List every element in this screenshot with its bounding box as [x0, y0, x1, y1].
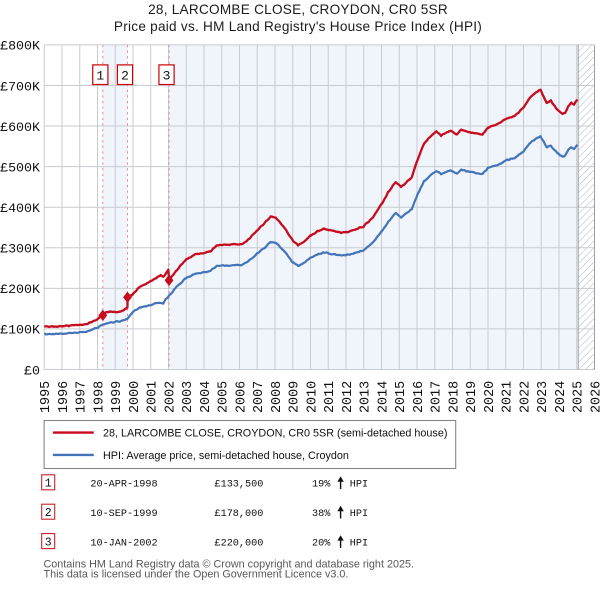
svg-text:£400K: £400K — [0, 201, 40, 216]
svg-text:2002: 2002 — [163, 381, 178, 413]
svg-text:2020: 2020 — [483, 381, 498, 413]
svg-text:2000: 2000 — [128, 381, 143, 413]
svg-text:2018: 2018 — [447, 381, 462, 413]
svg-text:£800K: £800K — [0, 39, 40, 54]
svg-text:28, LARCOMBE CLOSE, CROYDON, C: 28, LARCOMBE CLOSE, CROYDON, CR0 5SR — [148, 2, 448, 17]
svg-text:1: 1 — [96, 68, 104, 83]
svg-text:2022: 2022 — [518, 381, 533, 413]
svg-text:2015: 2015 — [394, 381, 409, 413]
svg-text:2026: 2026 — [589, 381, 600, 413]
svg-text:2012: 2012 — [341, 381, 356, 413]
svg-text:£700K: £700K — [0, 79, 40, 94]
svg-text:2017: 2017 — [430, 381, 445, 413]
svg-text:2014: 2014 — [376, 381, 391, 413]
svg-text:HPI: Average price, semi-detac: HPI: Average price, semi-detached house,… — [103, 450, 349, 462]
svg-text:2013: 2013 — [359, 381, 374, 413]
svg-text:2021: 2021 — [501, 381, 516, 413]
svg-text:2023: 2023 — [536, 381, 551, 413]
svg-text:2007: 2007 — [252, 381, 267, 413]
svg-text:Contains HM Land Registry data: Contains HM Land Registry data © Crown c… — [44, 559, 414, 571]
svg-text:2001: 2001 — [146, 381, 161, 413]
svg-text:1997: 1997 — [75, 381, 90, 413]
svg-text:10-JAN-2002: 10-JAN-2002 — [90, 538, 157, 549]
svg-text:1998: 1998 — [92, 381, 107, 413]
svg-text:1996: 1996 — [57, 381, 72, 413]
svg-text:28, LARCOMBE CLOSE, CROYDON, C: 28, LARCOMBE CLOSE, CROYDON, CR0 5SR (se… — [103, 428, 447, 440]
svg-text:1: 1 — [45, 478, 52, 491]
svg-text:2: 2 — [121, 68, 129, 83]
svg-text:HPI: HPI — [350, 538, 368, 549]
svg-text:HPI: HPI — [350, 480, 368, 491]
svg-text:3: 3 — [45, 536, 52, 549]
svg-text:Price paid vs. HM Land Registr: Price paid vs. HM Land Registry's House … — [114, 19, 482, 34]
svg-text:2010: 2010 — [305, 381, 320, 413]
svg-text:£500K: £500K — [0, 160, 40, 175]
svg-text:£133,500: £133,500 — [214, 480, 263, 491]
svg-text:20-APR-1998: 20-APR-1998 — [90, 480, 157, 491]
svg-text:This data is licensed under th: This data is licensed under the Open Gov… — [44, 568, 349, 580]
svg-text:2016: 2016 — [412, 381, 427, 413]
svg-text:19%: 19% — [312, 480, 331, 491]
svg-text:£0: £0 — [24, 363, 40, 378]
svg-text:3: 3 — [163, 68, 171, 83]
svg-text:1995: 1995 — [39, 381, 54, 413]
svg-text:£600K: £600K — [0, 120, 40, 135]
svg-text:2025: 2025 — [572, 381, 587, 413]
svg-text:2006: 2006 — [234, 381, 249, 413]
svg-text:38%: 38% — [312, 509, 331, 520]
svg-text:£200K: £200K — [0, 282, 40, 297]
svg-text:2003: 2003 — [181, 381, 196, 413]
svg-text:2011: 2011 — [323, 381, 338, 413]
svg-text:10-SEP-1999: 10-SEP-1999 — [90, 509, 157, 520]
svg-text:£300K: £300K — [0, 242, 40, 257]
svg-text:2009: 2009 — [288, 381, 303, 413]
svg-text:20%: 20% — [312, 538, 331, 549]
svg-text:1999: 1999 — [110, 381, 125, 413]
svg-text:2005: 2005 — [217, 381, 232, 413]
svg-text:2004: 2004 — [199, 381, 214, 413]
svg-text:HPI: HPI — [350, 509, 368, 520]
svg-text:2008: 2008 — [270, 381, 285, 413]
svg-text:£100K: £100K — [0, 323, 40, 338]
svg-text:£220,000: £220,000 — [214, 538, 263, 549]
svg-text:2024: 2024 — [554, 381, 569, 413]
svg-text:2: 2 — [45, 507, 52, 520]
svg-text:£178,000: £178,000 — [214, 509, 263, 520]
svg-text:2019: 2019 — [465, 381, 480, 413]
